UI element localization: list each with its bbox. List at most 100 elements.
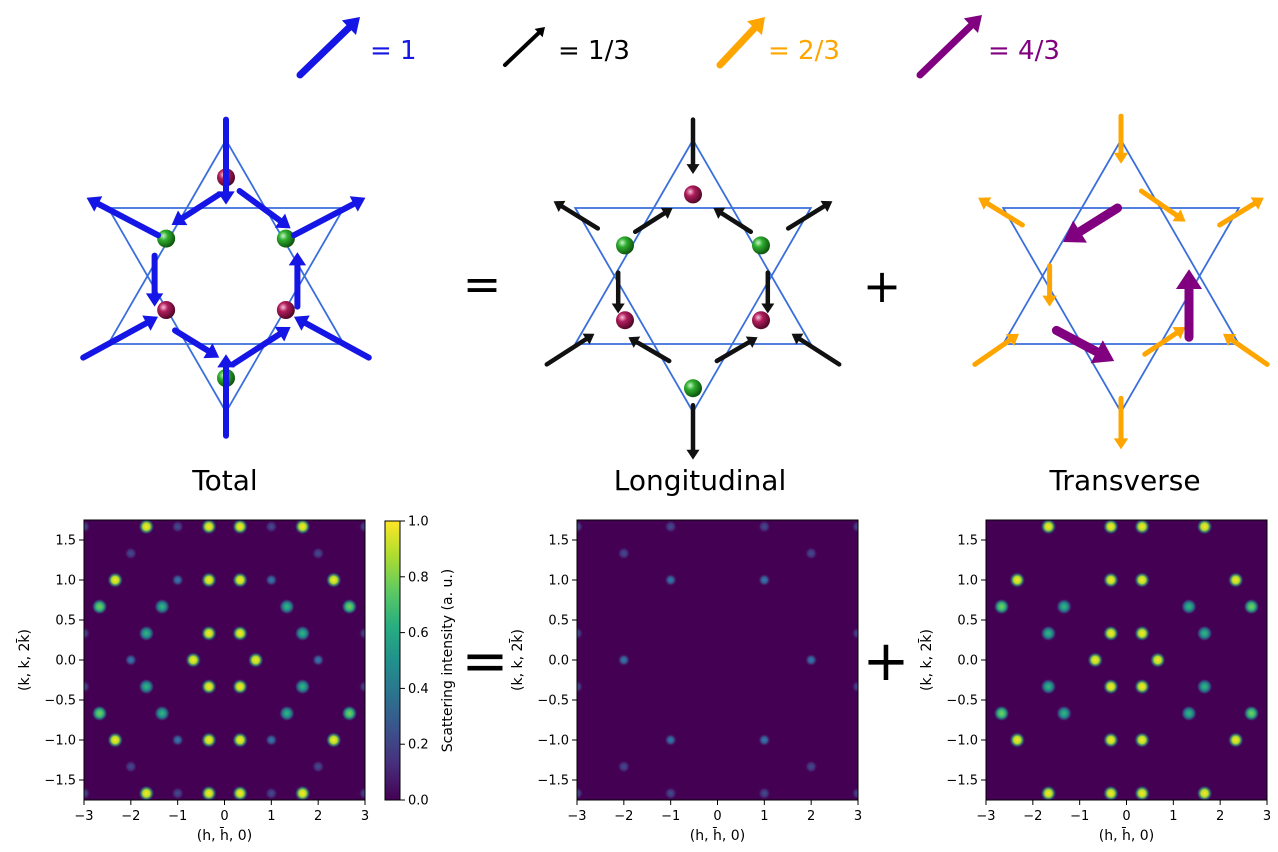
- bragg-peak: [200, 785, 217, 800]
- bragg-peak: [1009, 732, 1026, 748]
- spin-head: [288, 252, 307, 266]
- spin-shaft: [714, 339, 752, 364]
- x-tick-label: −1: [1070, 809, 1089, 824]
- bragg-peak: [664, 520, 678, 534]
- plus-sign-top: +: [863, 259, 902, 313]
- spin-head: [1250, 197, 1264, 210]
- bragg-peak: [1102, 785, 1119, 800]
- y-tick-label: −1.5: [946, 774, 978, 789]
- spin-shaft: [95, 200, 161, 239]
- lattice-triangle-0: [1001, 138, 1241, 345]
- spin-shaft: [1138, 188, 1180, 218]
- panel-title-transverse: Transverse: [1048, 464, 1200, 497]
- legend-label-2: = 2/3: [768, 36, 840, 66]
- bragg-peak: [993, 598, 1010, 615]
- bragg-peak: [1102, 678, 1119, 695]
- atom-green: [684, 379, 702, 398]
- y-tick-label: 0.5: [55, 614, 76, 629]
- y-tick-label: 0.5: [548, 614, 569, 629]
- y-tick-label: −1.0: [537, 734, 569, 749]
- bragg-peak: [993, 705, 1010, 722]
- bragg-peak: [294, 678, 311, 695]
- spin-shaft: [80, 320, 150, 361]
- spin-head: [978, 197, 992, 210]
- spin-head: [761, 303, 775, 314]
- atom-magenta: [157, 301, 176, 319]
- spin-head: [274, 326, 291, 342]
- bragg-peak: [1227, 572, 1244, 588]
- spin-shaft: [985, 201, 1025, 228]
- y-tick-label: −0.5: [537, 694, 569, 709]
- legend-arrow-1-head: [534, 27, 545, 38]
- spin-shaft: [632, 211, 667, 235]
- bragg-peak: [264, 573, 278, 587]
- bragg-peak: [577, 520, 584, 534]
- bragg-peak: [325, 572, 342, 588]
- y-tick-label: −0.5: [946, 694, 978, 709]
- spin-head: [171, 210, 188, 226]
- bragg-peak: [1040, 625, 1057, 642]
- bragg-peak: [617, 653, 631, 667]
- bragg-peak: [1040, 678, 1057, 695]
- spin-head: [1113, 438, 1129, 450]
- spin-head: [145, 293, 164, 307]
- bragg-peak: [358, 786, 365, 800]
- bragg-peak: [804, 546, 818, 560]
- bragg-peak: [757, 786, 771, 800]
- spin-head: [713, 207, 726, 219]
- x-tick-label: −1: [168, 809, 187, 824]
- bragg-peak: [1102, 520, 1119, 535]
- bragg-peak: [200, 678, 217, 695]
- bragg-peak: [664, 786, 678, 800]
- spin-shaft: [634, 339, 672, 364]
- bragg-peak: [171, 733, 185, 747]
- x-tick-label: −3: [567, 809, 586, 824]
- bragg-peak: [278, 705, 295, 722]
- spin-head: [1172, 209, 1186, 222]
- spin-big-head: [1175, 269, 1203, 289]
- bragg-peak: [757, 733, 771, 747]
- bragg-peak: [1149, 652, 1166, 668]
- heatmap-total: −3 −2 −1 0 1 2 3 −1.5 −1.0 −0.5 0.0 0.5 1.0 1.5 (h, h̄…: [15, 519, 369, 844]
- colorbar-gradient: [384, 520, 401, 801]
- lattice-transverse: [972, 113, 1270, 450]
- bragg-peak: [1102, 572, 1119, 588]
- bragg-peak: [358, 520, 365, 534]
- bragg-peak: [1102, 625, 1119, 642]
- x-tick-label: 0: [1122, 809, 1130, 824]
- spin-head: [274, 213, 291, 229]
- x-tick-label: 3: [1263, 809, 1271, 824]
- y-tick-label: −1.5: [537, 774, 569, 789]
- bragg-peak: [84, 520, 91, 534]
- x-tick-label: 1: [1169, 809, 1177, 824]
- y-tick-label: 1.0: [548, 574, 569, 589]
- bragg-peak: [200, 732, 217, 748]
- spin-big-shaft: [1075, 203, 1123, 237]
- bragg-peak: [851, 626, 858, 640]
- x-axis-label: (h, h̄, 0): [690, 826, 745, 844]
- spin-shaft: [172, 327, 211, 354]
- bragg-peak: [804, 653, 818, 667]
- spin-head: [349, 196, 366, 212]
- y-tick-label: 0.5: [957, 614, 978, 629]
- x-tick-label: 1: [760, 809, 768, 824]
- bragg-peak: [1087, 652, 1104, 668]
- spin-head: [86, 196, 103, 212]
- bragg-peak: [200, 572, 217, 588]
- spin-shaft: [544, 336, 589, 367]
- x-tick-label: 3: [361, 809, 369, 824]
- spin-head: [1005, 333, 1019, 347]
- y-tick-label: −1.0: [44, 734, 76, 749]
- spin-head: [820, 200, 833, 212]
- plus-sign-bottom: +: [863, 629, 910, 694]
- bragg-peak: [1227, 732, 1244, 748]
- panel-title-total: Total: [191, 464, 257, 497]
- spin-shaft: [719, 211, 754, 235]
- bragg-peak: [124, 546, 138, 560]
- legend-label-1: = 1/3: [558, 36, 630, 66]
- bragg-peak: [84, 786, 91, 800]
- bragg-peak: [358, 680, 365, 694]
- bragg-peak: [1196, 785, 1213, 800]
- bragg-peak: [232, 678, 249, 695]
- bragg-peak: [325, 732, 342, 748]
